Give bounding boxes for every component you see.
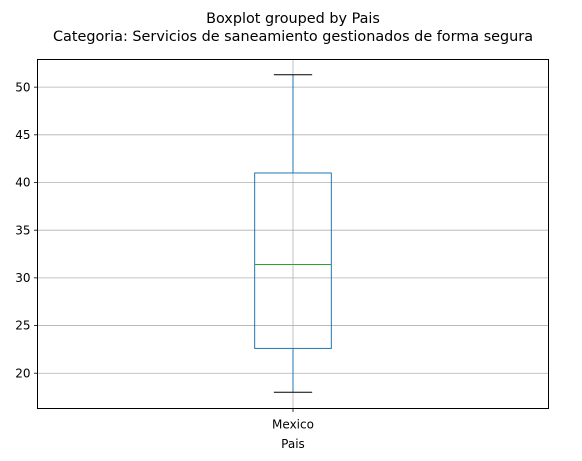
- plot-frame: [37, 59, 549, 409]
- x-axis-ticks: Mexico: [272, 408, 314, 432]
- box-group: [254, 74, 332, 393]
- y-tick-label: 45: [15, 128, 30, 142]
- iqr-box: [254, 172, 332, 349]
- chart-title: Categoria: Servicios de saneamiento gest…: [53, 29, 533, 45]
- chart-suptitle: Boxplot grouped by Pais: [206, 11, 380, 27]
- y-axis-ticks: 20 25 30 35 40 45 50: [15, 80, 38, 380]
- y-tick-label: 35: [15, 223, 30, 237]
- y-tick-label: 30: [15, 271, 30, 285]
- x-axis-label: Pais: [281, 437, 305, 451]
- y-tick-label: 50: [15, 80, 30, 94]
- y-tick-label: 20: [15, 366, 30, 380]
- y-tick-label: 25: [15, 319, 30, 333]
- y-tick-label: 40: [15, 176, 30, 190]
- x-tick-label: Mexico: [272, 418, 314, 432]
